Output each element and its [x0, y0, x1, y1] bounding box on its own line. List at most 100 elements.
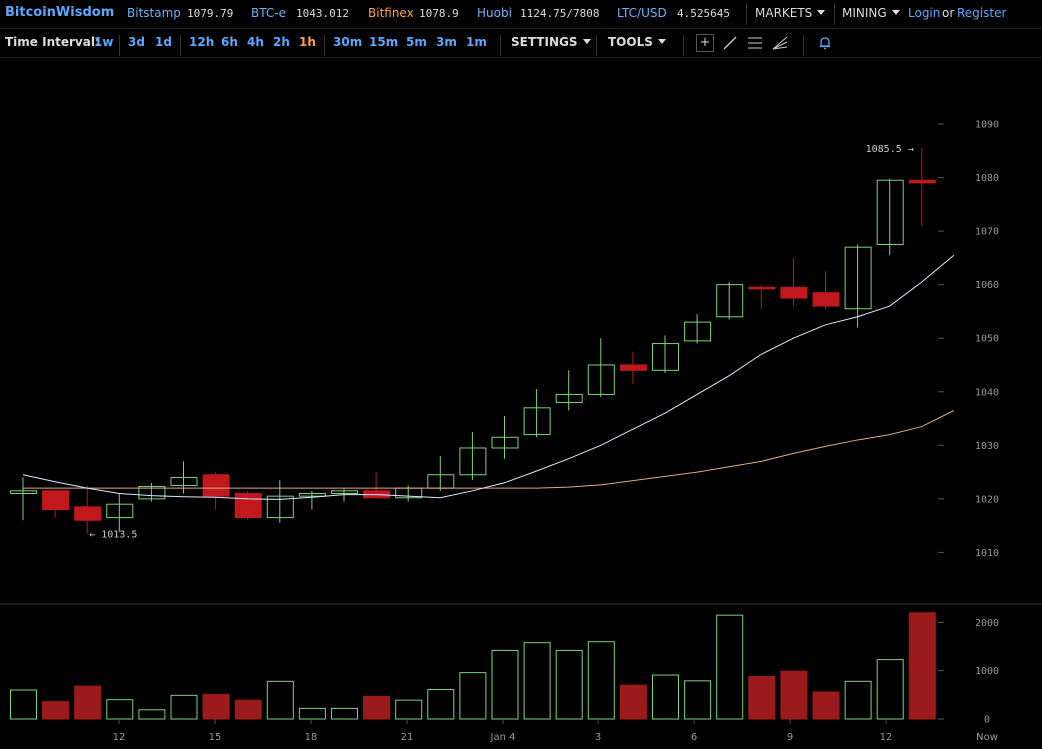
market-bitfinex[interactable]: Bitfinex	[368, 6, 414, 20]
candle-body	[491, 436, 519, 449]
interval-1m[interactable]: 1m	[466, 35, 487, 49]
time-tick-label: Jan 4	[490, 732, 516, 743]
line-tool-icon[interactable]	[721, 34, 739, 52]
tools-label: TOOLS	[608, 35, 653, 49]
volume-bar	[908, 612, 936, 720]
mining-menu-label: MINING	[842, 6, 887, 20]
candle-body	[170, 476, 198, 486]
candle-body	[652, 343, 679, 371]
volume-axis: 0 1000 2000	[938, 618, 999, 726]
settings-menu[interactable]: SETTINGS	[511, 35, 591, 49]
candlestick-chart[interactable]: 1010 1020 1030 1040 1050 1060 1070 1080 1090 0 10…	[0, 57, 1042, 749]
markets-menu[interactable]: MARKETS	[755, 6, 826, 20]
volume-bar	[234, 699, 262, 720]
time-tick-label: 15	[209, 732, 222, 743]
mining-menu[interactable]: MINING	[842, 6, 900, 20]
price-tick-label: 1080	[975, 173, 999, 184]
volume-bar	[876, 659, 904, 720]
brand-logo[interactable]: BitcoinWisdom	[5, 5, 115, 20]
candle-body	[684, 321, 712, 342]
volume-bar	[395, 699, 423, 720]
volume-bar	[74, 685, 102, 720]
volume-bar	[42, 701, 70, 720]
markets-menu-label: MARKETS	[755, 6, 813, 20]
price-huobi: 1124.75/7808	[520, 7, 600, 20]
settings-label: SETTINGS	[511, 35, 578, 49]
volume-bar	[170, 694, 198, 720]
horizontal-lines-icon[interactable]	[746, 34, 764, 52]
tools-menu[interactable]: TOOLS	[608, 35, 666, 49]
volume-bars	[10, 612, 936, 720]
candle-body	[587, 364, 615, 395]
high-price-annotation: 1085.5 →	[866, 144, 914, 155]
price-bitfinex: 1078.9	[419, 7, 459, 20]
login-link[interactable]: Login	[908, 6, 941, 20]
chart-toolbar: Time Interval: 1w 3d 1d 12h 6h 4h 2h 1h …	[0, 29, 1042, 58]
volume-bar	[331, 707, 358, 720]
interval-3d[interactable]: 3d	[128, 35, 145, 49]
volume-bar	[427, 689, 455, 720]
price-tick-label: 1020	[975, 494, 999, 505]
volume-bar	[138, 709, 166, 720]
volume-bar	[363, 695, 391, 720]
chevron-down-icon	[657, 39, 666, 44]
interval-30m[interactable]: 30m	[333, 35, 363, 49]
volume-bar	[555, 649, 583, 720]
interval-15m[interactable]: 15m	[369, 35, 399, 49]
top-nav-bar: BitcoinWisdom Bitstamp 1079.79 BTC-e 104…	[0, 0, 1042, 29]
interval-2h[interactable]: 2h	[273, 35, 290, 49]
interval-3m[interactable]: 3m	[436, 35, 457, 49]
volume-tick-label: 0	[984, 715, 990, 726]
candle-body	[10, 490, 37, 494]
chevron-down-icon	[817, 10, 826, 15]
volume-bar	[748, 675, 776, 720]
alert-bell-icon[interactable]	[816, 34, 834, 52]
price-tick-label: 1070	[975, 227, 999, 238]
interval-1h[interactable]: 1h	[299, 35, 316, 49]
crosshair-icon[interactable]: +	[696, 34, 714, 52]
price-axis: 1010 1020 1030 1040 1050 1060 1070 1080 1090	[938, 120, 999, 559]
candle-body	[106, 503, 134, 519]
volume-bar	[812, 691, 840, 720]
market-ltcusd[interactable]: LTC/USD	[617, 6, 667, 20]
low-price-annotation: ← 1013.5	[89, 530, 137, 541]
fan-tool-icon[interactable]	[771, 34, 789, 52]
time-tick-label: 12	[880, 732, 893, 743]
interval-6h[interactable]: 6h	[221, 35, 238, 49]
divider	[683, 35, 684, 56]
volume-bar	[619, 684, 647, 720]
interval-1w[interactable]: 1w	[94, 35, 114, 49]
candle-body	[812, 292, 840, 307]
candle-body	[555, 393, 583, 403]
time-interval-label: Time Interval:	[5, 35, 100, 49]
divider	[834, 4, 835, 25]
price-tick-label: 1040	[975, 387, 999, 398]
candle-body	[234, 492, 262, 519]
candle-body	[619, 364, 647, 371]
time-tick-label: 12	[113, 732, 126, 743]
volume-bar	[844, 680, 872, 720]
price-tick-label: 1030	[975, 441, 999, 452]
candle-body	[266, 495, 294, 519]
register-link[interactable]: Register	[957, 6, 1007, 20]
divider	[324, 35, 325, 56]
divider	[119, 35, 120, 56]
interval-4h[interactable]: 4h	[247, 35, 264, 49]
market-bitstamp[interactable]: Bitstamp	[127, 6, 181, 20]
divider	[180, 35, 181, 56]
market-huobi[interactable]: Huobi	[477, 6, 512, 20]
interval-1d[interactable]: 1d	[155, 35, 172, 49]
volume-bar	[459, 672, 487, 720]
interval-5m[interactable]: 5m	[406, 35, 427, 49]
or-text: or	[942, 6, 955, 20]
interval-12h[interactable]: 12h	[189, 35, 215, 49]
price-ltcusd: 4.525645	[677, 7, 730, 20]
divider	[596, 35, 597, 56]
candle-body	[908, 179, 936, 184]
volume-bar	[780, 670, 808, 720]
market-btce[interactable]: BTC-e	[251, 6, 286, 20]
candle-body	[331, 490, 358, 494]
candle-body	[298, 492, 326, 497]
price-tick-label: 1060	[975, 280, 999, 291]
time-tick-label: 9	[787, 732, 793, 743]
